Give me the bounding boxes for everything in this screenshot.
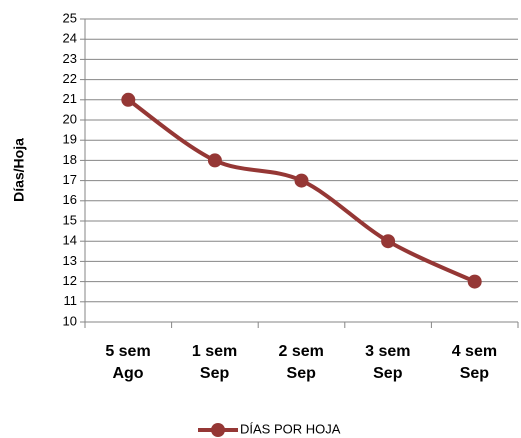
y-tick-label: 22 bbox=[63, 71, 77, 86]
marker bbox=[381, 234, 396, 249]
marker bbox=[207, 153, 222, 168]
y-tick-label: 24 bbox=[63, 31, 77, 46]
marker bbox=[121, 92, 136, 107]
y-tick-label: 12 bbox=[63, 273, 77, 288]
y-tick-label: 13 bbox=[63, 253, 77, 268]
y-tick-label: 25 bbox=[63, 10, 77, 25]
y-tick-label: 18 bbox=[63, 152, 77, 167]
y-tick-label: 14 bbox=[63, 233, 77, 248]
y-tick-label: 19 bbox=[63, 132, 77, 147]
y-tick-label: 16 bbox=[63, 192, 77, 207]
legend-label: DÍAS POR HOJA bbox=[240, 421, 341, 436]
y-tick-label: 17 bbox=[63, 172, 77, 187]
y-tick-label: 23 bbox=[63, 51, 77, 66]
x-tick-label: 3 sem Sep bbox=[365, 343, 411, 382]
marker bbox=[294, 173, 309, 188]
y-tick-label: 21 bbox=[63, 91, 77, 106]
x-tick-label: 1 sem Sep bbox=[191, 343, 238, 382]
series-line bbox=[127, 98, 476, 284]
x-tick-label: 5 sem Ago bbox=[105, 343, 151, 382]
x-tick-label: 4 sem Sep bbox=[451, 343, 498, 382]
y-tick-label: 15 bbox=[63, 212, 77, 227]
legend-marker bbox=[211, 423, 225, 437]
marker bbox=[467, 274, 482, 289]
y-axis-label: Días/Hoja bbox=[11, 138, 27, 202]
y-tick-label: 11 bbox=[64, 293, 78, 308]
x-tick-label: 2 sem Sep bbox=[278, 343, 324, 382]
y-tick-label: 10 bbox=[63, 313, 77, 328]
y-tick-label: 20 bbox=[63, 111, 77, 126]
